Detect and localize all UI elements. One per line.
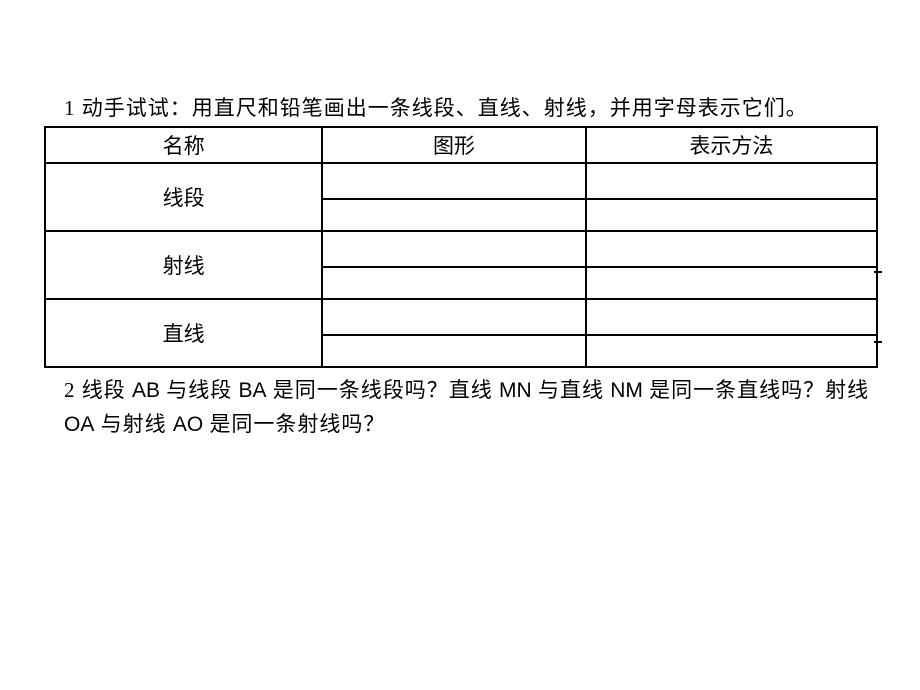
label-segment: 线段	[45, 163, 322, 231]
cell-line-figure-1	[322, 299, 585, 335]
header-name: 名称	[45, 127, 322, 163]
q-part: 是同一条线段吗？直线	[267, 378, 500, 402]
q-latin: BA	[239, 379, 267, 402]
question-text: 2 线段 AB 与线段 BA 是同一条线段吗？直线 MN 与直线 NM 是同一条…	[64, 374, 878, 441]
cell-ray-notation-1	[586, 231, 877, 267]
q-latin: NM	[610, 379, 643, 402]
q-part: 与射线	[94, 412, 173, 436]
row-segment-1: 线段	[45, 163, 877, 199]
artifact-line	[874, 271, 882, 273]
label-ray: 射线	[45, 231, 322, 299]
header-row: 名称 图形 表示方法	[45, 127, 877, 163]
q-latin: AO	[173, 413, 203, 436]
q-part: 是同一条直线吗？射线	[643, 378, 869, 402]
q-part: 与线段	[160, 378, 239, 402]
cell-ray-figure-2	[322, 267, 585, 299]
q-latin: AB	[132, 379, 160, 402]
worksheet-table: 名称 图形 表示方法 线段 射线 直线	[44, 126, 878, 368]
header-figure: 图形	[322, 127, 585, 163]
q-latin: MN	[499, 379, 532, 402]
cell-segment-notation-1	[586, 163, 877, 199]
q-part: 是同一条射线吗？	[203, 412, 385, 436]
q-part: 与直线	[532, 378, 611, 402]
q-latin: OA	[64, 413, 94, 436]
cell-line-figure-2	[322, 335, 585, 367]
header-notation: 表示方法	[586, 127, 877, 163]
label-line: 直线	[45, 299, 322, 367]
row-line-1: 直线	[45, 299, 877, 335]
q-part: 2 线段	[64, 378, 132, 402]
artifact-line	[874, 341, 882, 343]
cell-ray-figure-1	[322, 231, 585, 267]
instruction-text: 1 动手试试：用直尺和铅笔画出一条线段、直线、射线，并用字母表示它们。	[64, 92, 878, 122]
cell-line-notation-1	[586, 299, 877, 335]
row-ray-1: 射线	[45, 231, 877, 267]
cell-line-notation-2	[586, 335, 877, 367]
cell-segment-figure-2	[322, 199, 585, 231]
cell-segment-notation-2	[586, 199, 877, 231]
cell-segment-figure-1	[322, 163, 585, 199]
cell-ray-notation-2	[586, 267, 877, 299]
